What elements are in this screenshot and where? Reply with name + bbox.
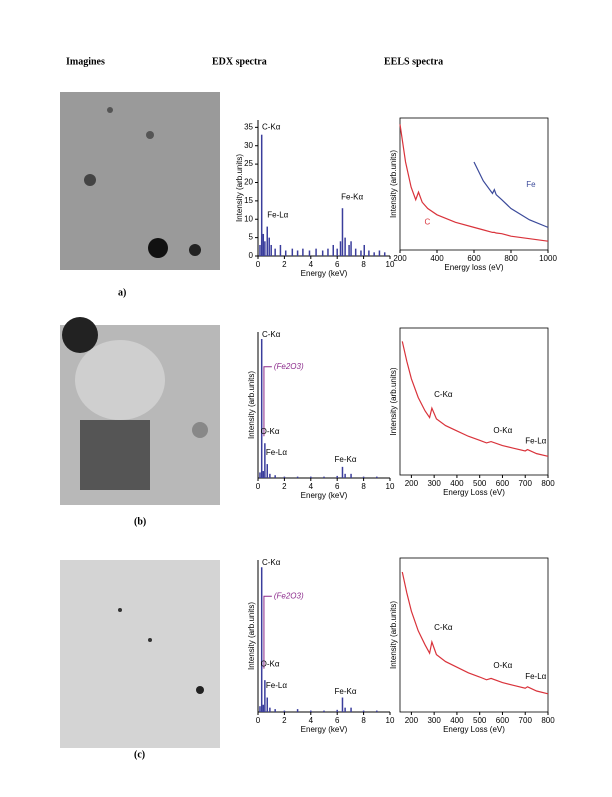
x-tick-label: 10 [386,482,395,491]
peak-annotation: C-Kα [434,623,453,632]
x-axis-label: Energy (keV) [301,725,348,734]
panel-label: (b) [134,516,146,527]
panel-label: (c) [134,749,145,760]
x-tick-label: 500 [473,716,487,725]
spectrum-line [401,341,549,457]
x-tick-label: 600 [496,479,510,488]
x-tick-label: 8 [361,482,366,491]
x-tick-label: 800 [541,479,555,488]
spectrum-line [473,161,549,228]
header: Imagines [66,56,105,67]
peak-annotation: Fe-Lα [525,437,546,446]
x-tick-label: 400 [450,716,464,725]
peak-annotation: O-Kα [261,659,280,668]
micrograph [60,317,220,505]
y-tick-label: 0 [249,251,254,260]
x-axis-label: Energy Loss (eV) [443,488,505,497]
y-axis-label: Intensity (arb.units) [247,602,256,670]
x-tick-label: 8 [361,716,366,725]
peak-annotation: (Fe2O3) [274,591,304,600]
y-tick-label: 35 [244,122,253,131]
peak-annotation: O-Kα [493,426,512,435]
x-tick-label: 6 [335,482,340,491]
x-tick-label: 10 [386,716,395,725]
spectrum-line [401,571,549,695]
x-tick-label: 400 [430,254,444,263]
y-axis-label: Intensity (arb.units) [235,154,244,222]
x-tick-label: 1000 [539,254,557,263]
x-tick-label: 800 [541,716,555,725]
y-axis-label: Intensity (arb.units) [389,367,398,435]
y-axis-label: Intensity (arb.units) [389,150,398,218]
x-tick-label: 4 [309,260,314,269]
peak-annotation: (Fe2O3) [274,362,304,371]
plot-frame [399,327,549,476]
peak-annotation: C-Kα [434,390,453,399]
x-tick-label: 10 [386,260,395,269]
panel-label: a) [118,287,126,298]
peak-annotation: C-Kα [262,330,281,339]
micrograph [60,92,220,270]
x-tick-label: 300 [427,716,441,725]
peak-annotation: C-Kα [262,122,281,131]
peak-annotation: O-Kα [493,661,512,670]
peak-annotation: Fe-Lα [267,211,288,220]
x-tick-label: 300 [427,479,441,488]
x-tick-label: 0 [256,260,261,269]
y-tick-label: 15 [244,196,253,205]
x-tick-label: 2 [282,716,287,725]
y-tick-label: 30 [244,141,253,150]
peak-annotation: C-Kα [262,558,281,567]
annotation-arrow [263,595,272,669]
header: EDX spectra [212,56,267,67]
micrograph [60,560,220,748]
x-tick-label: 600 [496,716,510,725]
x-tick-label: 800 [504,254,518,263]
x-axis-label: Energy (keV) [301,269,348,278]
plot-frame [399,557,549,713]
peak-annotation: Fe-Lα [525,672,546,681]
peak-annotation: O-Kα [261,427,280,436]
y-axis-label: Intensity (arb.units) [247,371,256,439]
spectrum-line [399,124,549,242]
series-label: Fe [526,180,536,189]
x-tick-label: 4 [309,482,314,491]
peak-annotation: Fe-Lα [266,448,287,457]
x-tick-label: 700 [519,479,533,488]
x-tick-label: 0 [256,716,261,725]
annotation-arrow [263,366,272,437]
x-axis-label: Energy loss (eV) [444,263,503,272]
y-tick-label: 20 [244,178,253,187]
x-tick-label: 2 [282,482,287,491]
x-tick-label: 2 [282,260,287,269]
x-tick-label: 4 [309,716,314,725]
x-tick-label: 8 [361,260,366,269]
x-tick-label: 200 [405,479,419,488]
x-axis-label: Energy (keV) [301,491,348,500]
y-tick-label: 25 [244,159,253,168]
x-tick-label: 700 [519,716,533,725]
x-tick-label: 400 [450,479,464,488]
series-label: C [425,217,431,226]
x-tick-label: 500 [473,479,487,488]
x-tick-label: 200 [405,716,419,725]
header: EELS spectra [384,56,443,67]
x-tick-label: 0 [256,482,261,491]
peak-annotation: Fe-Lα [266,681,287,690]
x-tick-label: 200 [393,254,407,263]
peak-annotation: Fe-Kα [335,687,357,696]
x-tick-label: 600 [467,254,481,263]
y-axis-label: Intensity (arb.units) [389,601,398,669]
peak-annotation: Fe-Kα [335,455,357,464]
x-tick-label: 6 [335,716,340,725]
y-tick-label: 10 [244,214,253,223]
x-axis-label: Energy Loss (eV) [443,725,505,734]
x-tick-label: 6 [335,260,340,269]
y-tick-label: 5 [249,233,254,242]
peak-annotation: Fe-Kα [341,192,363,201]
